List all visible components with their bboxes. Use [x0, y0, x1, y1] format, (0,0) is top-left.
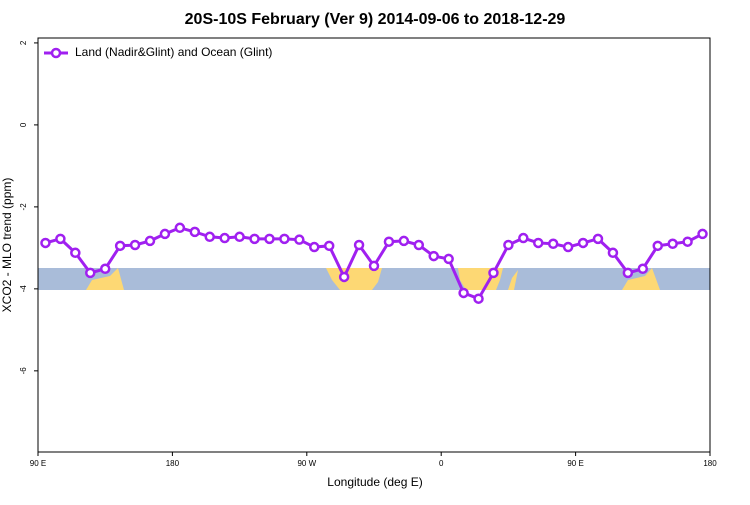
data-point: [159, 228, 171, 240]
data-point: [353, 239, 365, 251]
data-point: [338, 271, 350, 283]
x-tick-label: 180: [703, 459, 717, 468]
data-point: [398, 235, 410, 247]
data-point: [637, 263, 649, 275]
data-point: [413, 239, 425, 251]
y-axis-label: XCO2 - MLO trend (ppm): [0, 178, 14, 313]
data-point: [592, 233, 604, 245]
data-point: [309, 241, 320, 253]
data-point: [114, 240, 126, 252]
data-point: [473, 293, 484, 304]
x-axis-label: Longitude (deg E): [327, 475, 422, 489]
data-point: [458, 287, 469, 299]
data-point: [518, 232, 529, 244]
data-point: [85, 267, 96, 279]
data-point: [697, 228, 708, 240]
data-point: [234, 231, 245, 243]
data-point: [368, 260, 380, 272]
data-point: [577, 237, 589, 249]
data-point: [682, 236, 693, 247]
data-point: [323, 240, 335, 252]
data-point: [652, 240, 663, 252]
data-point: [40, 237, 51, 249]
y-tick-label: 2: [19, 40, 28, 45]
data-point: [488, 267, 499, 279]
x-tick-label: 0: [439, 459, 444, 468]
data-point: [129, 239, 141, 251]
data-point: [562, 241, 574, 253]
data-point: [204, 231, 215, 243]
data-point: [264, 233, 275, 245]
data-point: [99, 263, 111, 275]
data-point: [144, 235, 156, 247]
y-tick-label: 0: [19, 122, 28, 127]
chart-title: 20S-10S February (Ver 9) 2014-09-06 to 2…: [185, 11, 566, 28]
x-tick-label: 90 W: [297, 459, 316, 468]
data-point: [294, 234, 305, 245]
y-tick-label: -4: [19, 285, 28, 293]
map-strip: [38, 268, 710, 290]
x-tick-label: 90 E: [567, 459, 583, 468]
legend-label: Land (Nadir&Glint) and Ocean (Glint): [75, 45, 272, 59]
data-point: [55, 233, 66, 245]
data-point: [219, 232, 230, 244]
data-point: [607, 247, 619, 259]
data-point: [428, 250, 439, 262]
data-point: [667, 238, 678, 250]
x-tick-label: 180: [166, 459, 180, 468]
data-point: [249, 233, 260, 245]
data-point: [279, 233, 290, 245]
data-point: [622, 267, 634, 279]
x-tick-label: 90 E: [30, 459, 46, 468]
data-point: [547, 238, 559, 250]
data-point: [533, 237, 544, 249]
data-point: [443, 253, 454, 265]
plot-frame: [37, 37, 711, 453]
y-tick-label: -2: [19, 203, 28, 211]
legend-marker: [50, 47, 62, 59]
data-point: [189, 226, 201, 238]
data-point: [503, 239, 514, 251]
data-point: [70, 247, 81, 259]
y-tick-label: -6: [19, 367, 28, 375]
data-point: [383, 236, 395, 247]
data-point: [174, 222, 186, 234]
